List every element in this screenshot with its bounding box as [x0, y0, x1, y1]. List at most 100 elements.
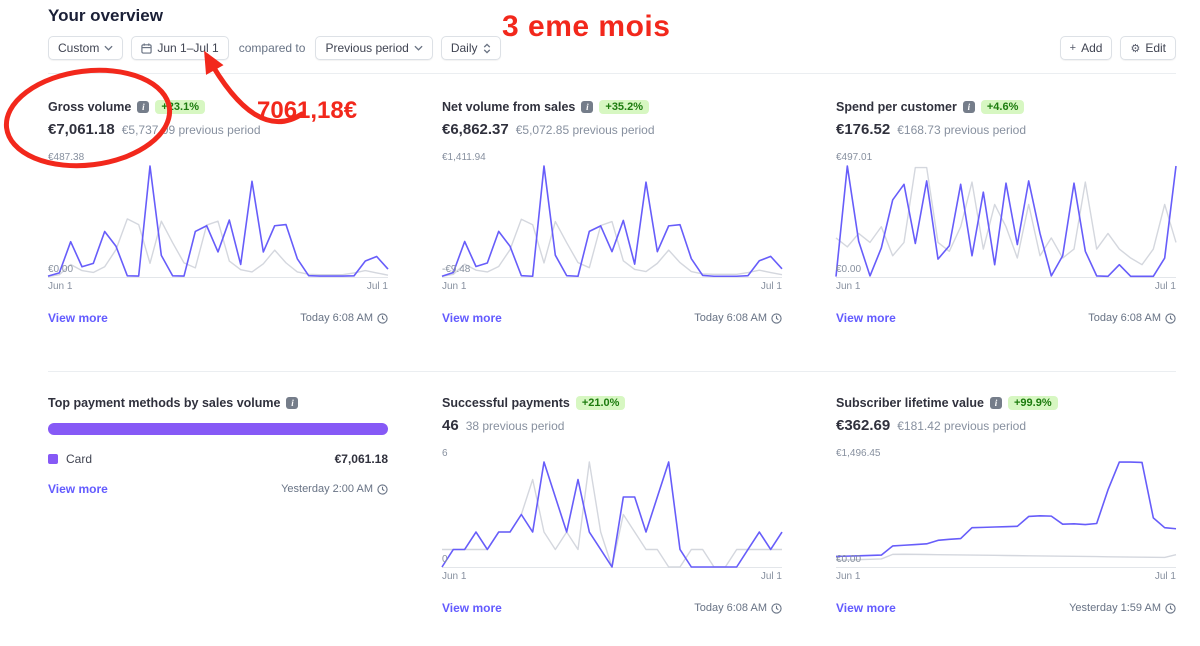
growth-badge: +4.6%	[980, 100, 1025, 114]
card-title: Subscriber lifetime value	[836, 396, 984, 410]
x-axis-end-label: Jul 1	[366, 281, 388, 292]
view-more-link[interactable]: View more	[836, 601, 896, 615]
gear-icon: ⚙	[1130, 42, 1141, 55]
x-axis-start-label: Jun 1	[48, 281, 73, 292]
y-axis-min-label: €0.00	[48, 264, 74, 275]
range-type-label: Custom	[58, 41, 100, 55]
info-icon[interactable]: i	[137, 101, 150, 113]
metric-value: €7,061.18	[48, 121, 115, 138]
y-axis-min-label: 0	[442, 554, 448, 565]
subscriber-ltv-chart[interactable]: €0.00	[836, 462, 1176, 568]
clock-icon	[771, 602, 782, 614]
previous-period-value: €5,737.09 previous period	[121, 123, 261, 137]
card-title: Top payment methods by sales volume	[48, 396, 281, 410]
clock-icon	[377, 312, 388, 324]
last-updated: Today 6:08 AM	[694, 602, 782, 614]
growth-badge: +35.2%	[599, 100, 650, 114]
metric-value: €176.52	[836, 121, 891, 138]
card-title: Spend per customer	[836, 100, 957, 114]
last-updated: Today 6:08 AM	[694, 312, 782, 324]
x-axis-end-label: Jul 1	[760, 281, 782, 292]
y-axis-min-label: -€9.48	[442, 264, 471, 275]
comparison-dropdown[interactable]: Previous period	[315, 36, 433, 60]
info-icon[interactable]: i	[962, 101, 975, 113]
previous-period-value: 38 previous period	[465, 419, 565, 433]
up-down-chevrons-icon	[483, 42, 490, 54]
section-divider	[48, 371, 1176, 372]
legend-swatch	[48, 454, 58, 464]
y-axis-max-label: €1,411.94	[442, 152, 486, 163]
last-updated: Yesterday 2:00 AM	[281, 483, 388, 495]
x-axis-start-label: Jun 1	[836, 571, 861, 582]
view-more-link[interactable]: View more	[836, 311, 896, 325]
x-axis-start-label: Jun 1	[442, 571, 467, 582]
toolbar-actions: + Add ⚙ Edit	[1059, 36, 1176, 60]
metrics-row-1: Gross volume i +23.1% €7,061.18 €5,737.0…	[0, 74, 1200, 325]
comparison-label: Previous period	[325, 41, 409, 55]
range-type-dropdown[interactable]: Custom	[48, 36, 124, 60]
metric-value: 46	[442, 417, 459, 434]
y-axis-min-label: €0.00	[836, 554, 862, 565]
y-axis-max-label: €1,496.45	[836, 448, 881, 459]
y-axis-min-label: €0.00	[836, 264, 862, 275]
gross-volume-chart[interactable]: €0.00	[48, 166, 388, 278]
y-axis-max-label: 6	[442, 448, 448, 459]
last-updated: Today 6:08 AM	[300, 312, 388, 324]
granularity-label: Daily	[450, 41, 478, 55]
date-range-button[interactable]: Jun 1–Jul 1	[131, 36, 229, 60]
clock-icon	[1165, 602, 1176, 614]
view-more-link[interactable]: View more	[48, 482, 108, 496]
x-axis-start-label: Jun 1	[442, 281, 467, 292]
edit-label: Edit	[1145, 41, 1166, 55]
legend-label: Card	[66, 452, 93, 466]
add-button[interactable]: + Add	[1059, 36, 1113, 60]
payment-methods-bar-chart[interactable]	[48, 423, 388, 435]
card-subscriber-lifetime-value: Subscriber lifetime value i +99.9% €362.…	[836, 396, 1176, 615]
legend-value: €7,061.18	[334, 452, 388, 466]
view-more-link[interactable]: View more	[48, 311, 108, 325]
toolbar: Custom Jun 1–Jul 1 compared to Previous …	[48, 36, 1176, 73]
spend-per-customer-chart[interactable]: €0.00	[836, 166, 1176, 278]
page-header: Your overview Custom Jun 1–Jul 1 compare…	[0, 0, 1200, 73]
y-axis-max-label: €487.38	[48, 152, 85, 163]
clock-icon	[1165, 312, 1176, 324]
toolbar-divider	[48, 73, 1176, 74]
x-axis-end-label: Jul 1	[760, 571, 782, 582]
card-successful-payments: Successful payments +21.0% 46 38 previou…	[442, 396, 782, 615]
card-spend-per-customer: Spend per customer i +4.6% €176.52 €168.…	[836, 100, 1176, 325]
chevron-down-icon	[414, 45, 423, 51]
x-axis-start-label: Jun 1	[836, 281, 861, 292]
card-bar-segment[interactable]	[48, 423, 388, 435]
add-label: Add	[1081, 41, 1103, 55]
previous-period-value: €5,072.85 previous period	[515, 123, 655, 137]
previous-period-value: €181.42 previous period	[897, 419, 1026, 433]
view-more-link[interactable]: View more	[442, 601, 502, 615]
chevron-down-icon	[104, 45, 113, 51]
previous-period-value: €168.73 previous period	[897, 123, 1026, 137]
date-range-label: Jun 1–Jul 1	[157, 41, 219, 55]
last-updated: Yesterday 1:59 AM	[1069, 602, 1176, 614]
metric-value: €362.69	[836, 417, 891, 434]
card-title: Successful payments	[442, 396, 570, 410]
clock-icon	[771, 312, 782, 324]
info-icon[interactable]: i	[581, 101, 594, 113]
info-icon[interactable]: i	[286, 397, 299, 409]
metrics-row-2: Top payment methods by sales volume i Ca…	[0, 372, 1200, 625]
growth-badge: +21.0%	[575, 396, 626, 410]
compared-to-label: compared to	[238, 41, 306, 55]
info-icon[interactable]: i	[989, 397, 1002, 409]
successful-payments-chart[interactable]: 0	[442, 462, 782, 568]
card-gross-volume: Gross volume i +23.1% €7,061.18 €5,737.0…	[48, 100, 388, 325]
granularity-dropdown[interactable]: Daily	[440, 36, 501, 60]
x-axis-end-label: Jul 1	[1154, 281, 1176, 292]
card-title: Gross volume	[48, 100, 132, 114]
plus-icon: +	[1069, 42, 1077, 54]
view-more-link[interactable]: View more	[442, 311, 502, 325]
y-axis-max-label: €497.01	[836, 152, 873, 163]
card-title: Net volume from sales	[442, 100, 576, 114]
card-top-payment-methods: Top payment methods by sales volume i Ca…	[48, 396, 388, 615]
growth-badge: +23.1%	[155, 100, 205, 114]
page-title: Your overview	[48, 6, 163, 25]
edit-button[interactable]: ⚙ Edit	[1120, 36, 1176, 60]
net-volume-chart[interactable]: -€9.48	[442, 166, 782, 278]
